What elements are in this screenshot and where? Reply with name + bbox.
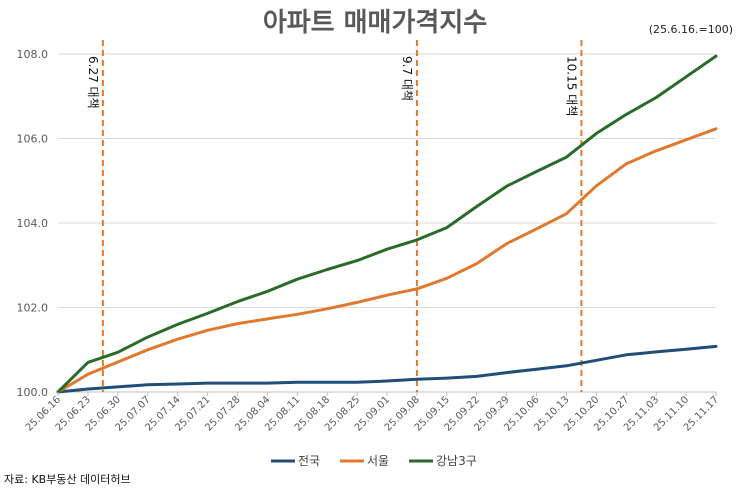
policy-marker-label: 9.7 대책 [400, 56, 415, 101]
legend-entry: 강남3구 [436, 454, 477, 468]
grid-lines [58, 53, 716, 393]
base-note: (25.6.16.=100) [649, 23, 733, 36]
y-tick-label: 100.0 [17, 386, 49, 399]
series-line [56, 344, 718, 394]
x-axis-ticks: 25.06.1625.06.2325.06.3025.07.0725.07.14… [24, 392, 721, 434]
source-note: 자료: KB부동산 데이터허브 [4, 473, 131, 486]
y-tick-label: 102.0 [17, 302, 49, 315]
y-tick-label: 106.0 [17, 133, 49, 146]
y-tick-label: 104.0 [17, 217, 49, 230]
legend-entry: 전국 [298, 454, 320, 468]
y-tick-label: 108.0 [17, 48, 49, 61]
legend-entry: 서울 [367, 454, 389, 468]
policy-marker-label: 10.15 대책 [564, 56, 579, 116]
chart-title: 아파트 매매가격지수 [263, 8, 487, 38]
policy-marker-label: 6.27 대책 [86, 56, 101, 109]
policy-markers: 6.27 대책 9.7 대책 10.15 대책 [86, 40, 583, 392]
series-lines [56, 54, 718, 394]
series-line [56, 54, 718, 394]
y-axis-ticks: 100.0 102.0 104.0 106.0 108.0 [17, 48, 49, 399]
series-line [56, 127, 718, 394]
legend: 전국 서울 강남3구 [271, 454, 477, 468]
